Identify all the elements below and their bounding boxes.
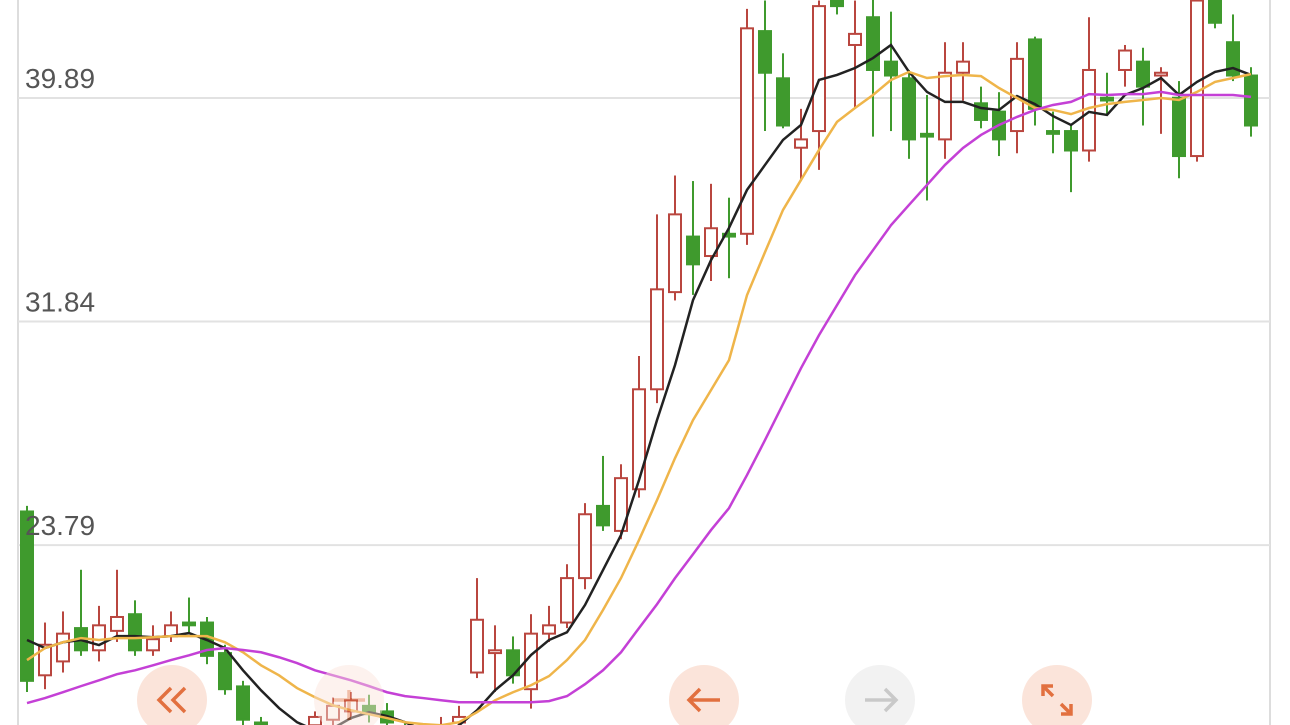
tick-labels: 23.79 31.84 39.89: [25, 63, 95, 541]
candle-body: [110, 615, 124, 632]
candle-body: [488, 649, 502, 655]
jump-start-button[interactable]: [137, 665, 207, 725]
candle-body: [1244, 74, 1258, 127]
candle-body: [812, 5, 826, 133]
moving-average-line: [26, 43, 1252, 725]
step-left-button[interactable]: [669, 665, 739, 725]
candle-body: [236, 685, 250, 721]
moving-average-line: [26, 90, 1252, 705]
y-tick-label: 31.84: [25, 287, 95, 318]
candle-body: [182, 621, 196, 627]
candle-body: [830, 0, 844, 8]
candle-body: [776, 77, 790, 127]
candle-body: [650, 288, 664, 391]
candle-body: [866, 16, 880, 71]
y-tick-label: 39.89: [25, 63, 95, 94]
crosshair-button[interactable]: [314, 665, 384, 725]
candle-body: [1136, 60, 1150, 88]
candle-body: [1208, 0, 1222, 24]
candle-body: [596, 504, 610, 527]
y-tick-label: 23.79: [25, 510, 95, 541]
moving-average-line: [26, 70, 1252, 725]
candle-body: [470, 618, 484, 674]
candle-body: [56, 632, 70, 663]
candle-body: [794, 138, 808, 149]
candle-body: [578, 513, 592, 580]
candle-body: [938, 71, 952, 141]
fullscreen-button[interactable]: [1022, 665, 1092, 725]
candle-body: [218, 652, 232, 691]
candle-body: [1226, 41, 1240, 77]
candle-body: [686, 235, 700, 266]
candle-body: [614, 477, 628, 532]
candle-body: [254, 721, 268, 725]
candle-body: [668, 213, 682, 294]
candle-body: [632, 388, 646, 491]
candle-body: [848, 32, 862, 46]
candle-body: [1172, 96, 1186, 158]
candle-body: [92, 624, 106, 652]
step-right-button[interactable]: [845, 665, 915, 725]
candle-body: [920, 132, 934, 138]
candle-body: [542, 624, 556, 635]
candle-body: [1064, 130, 1078, 152]
candle-body: [560, 577, 574, 624]
controls: [137, 665, 1092, 725]
candle-body: [146, 638, 160, 652]
candle-body: [758, 30, 772, 74]
grid: [18, 97, 1270, 547]
candle-body: [902, 77, 916, 141]
candle-body: [704, 227, 718, 258]
plot: [20, 0, 1258, 725]
candle-body: [308, 715, 322, 725]
candle-body: [884, 60, 898, 77]
candle-body: [1154, 71, 1168, 77]
candle-body: [20, 510, 34, 682]
candle-body: [128, 613, 142, 652]
candle-body: [740, 27, 754, 235]
candle-body: [38, 643, 52, 677]
candle-body: [1028, 38, 1042, 110]
candle-body: [722, 232, 736, 238]
candle-body: [956, 60, 970, 74]
candle-body: [1046, 130, 1060, 135]
candle-body: [1118, 49, 1132, 71]
candle-body: [1100, 96, 1114, 102]
